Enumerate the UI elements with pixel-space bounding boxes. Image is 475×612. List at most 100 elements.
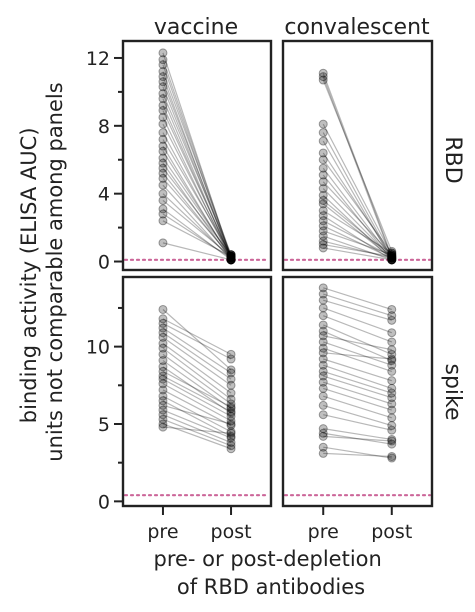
point-post-22 <box>226 441 236 451</box>
point-pre-10 <box>158 100 168 110</box>
pair-line-16 <box>162 389 232 427</box>
point-post-6 <box>226 380 236 390</box>
pair-line-5 <box>162 332 232 380</box>
point-pre-25 <box>318 448 328 458</box>
pair-line-17 <box>323 387 392 411</box>
pair-line-14 <box>323 370 392 394</box>
pair-line-3 <box>162 64 232 259</box>
point-pre-6 <box>158 332 168 342</box>
point-pre-15 <box>158 379 168 389</box>
y-tick-label: 0 <box>98 252 110 274</box>
pair-line-4 <box>162 71 232 255</box>
pair-line-23 <box>162 423 232 450</box>
pair-line-19 <box>323 404 392 427</box>
column-title-convalescent: convalescent <box>284 15 430 40</box>
point-post-16 <box>226 255 236 265</box>
pair-line-17 <box>322 215 393 261</box>
point-post-10 <box>226 253 236 263</box>
pair-line-9 <box>162 98 232 261</box>
point-post-9 <box>226 399 236 409</box>
pair-line-22 <box>162 178 232 257</box>
point-pre-20 <box>318 226 328 236</box>
pair-line-8 <box>322 159 393 254</box>
pair-line-1 <box>162 52 232 259</box>
point-post-2 <box>226 349 236 359</box>
point-pre-16 <box>318 206 328 216</box>
point-post-26 <box>226 255 236 265</box>
point-post-18 <box>387 251 397 261</box>
pair-line-11 <box>162 366 232 414</box>
point-post-3 <box>226 253 236 263</box>
pair-line-20 <box>323 414 392 431</box>
point-pre-8 <box>318 331 328 341</box>
y-tick-label: 10 <box>86 337 110 359</box>
y-tick-label: 8 <box>98 116 110 138</box>
point-pre-21 <box>318 424 328 434</box>
pair-line-18 <box>323 395 392 419</box>
pair-line-25 <box>323 452 392 458</box>
point-pre-20 <box>158 405 168 415</box>
panel-spike-convalescent: pre post <box>281 275 434 543</box>
point-pre-3 <box>158 60 168 70</box>
point-post-19 <box>226 255 236 265</box>
point-post-20 <box>226 433 236 443</box>
point-pre-17 <box>158 391 168 401</box>
pair-line-15 <box>162 139 232 256</box>
point-post-6 <box>226 251 236 261</box>
panel-frame <box>281 39 434 272</box>
panel-rbd-vaccine: 0 4 8 12 <box>86 39 273 274</box>
point-pre-16 <box>158 385 168 395</box>
point-post-25 <box>226 251 236 261</box>
pair-line-16 <box>322 210 393 254</box>
pair-line-19 <box>162 162 232 261</box>
point-post-15 <box>387 393 397 403</box>
point-post-14 <box>387 388 397 398</box>
point-post-14 <box>226 411 236 421</box>
point-post-8 <box>387 345 397 355</box>
point-post-7 <box>226 388 236 398</box>
point-pre-12 <box>318 184 328 194</box>
pair-line-9 <box>322 167 393 259</box>
point-post-21 <box>387 255 397 265</box>
point-post-12 <box>226 255 236 265</box>
point-post-24 <box>387 453 397 463</box>
point-post-28 <box>226 251 236 261</box>
point-pre-14 <box>158 374 168 384</box>
point-pre-21 <box>158 168 168 178</box>
pair-line-4 <box>322 123 393 256</box>
point-post-19 <box>387 253 397 263</box>
pair-line-29 <box>162 242 232 261</box>
point-pre-24 <box>318 243 328 253</box>
point-post-17 <box>226 427 236 437</box>
point-pre-24 <box>318 442 328 452</box>
x-tick-label-pre: pre <box>308 521 339 543</box>
point-post-11 <box>226 408 236 418</box>
pair-line-2 <box>162 318 232 355</box>
pair-line-13 <box>322 194 393 261</box>
point-pre-23 <box>318 240 328 250</box>
pair-line-17 <box>162 395 232 433</box>
point-post-20 <box>387 250 397 260</box>
pair-line-11 <box>162 110 232 257</box>
pair-line-20 <box>162 409 232 439</box>
point-post-8 <box>387 248 397 258</box>
pair-line-18 <box>162 157 232 257</box>
pair-line-1 <box>323 287 392 311</box>
point-pre-6 <box>158 77 168 87</box>
point-pre-29 <box>158 238 168 248</box>
point-post-1 <box>226 365 236 375</box>
pair-line-1 <box>322 73 393 257</box>
x-axis-title-line-2: of RBD antibodies <box>177 575 365 599</box>
y-tick-label: 0 <box>98 491 110 513</box>
x-tick-label-post: post <box>371 521 412 543</box>
point-pre-19 <box>318 221 328 231</box>
pair-line-24 <box>323 247 392 261</box>
pair-line-8 <box>162 93 232 255</box>
pair-line-3 <box>323 299 392 321</box>
point-post-13 <box>226 407 236 417</box>
point-pre-18 <box>158 396 168 406</box>
pair-line-11 <box>323 352 392 360</box>
pair-line-2 <box>162 59 232 257</box>
point-post-19 <box>387 421 397 431</box>
point-post-5 <box>226 374 236 384</box>
